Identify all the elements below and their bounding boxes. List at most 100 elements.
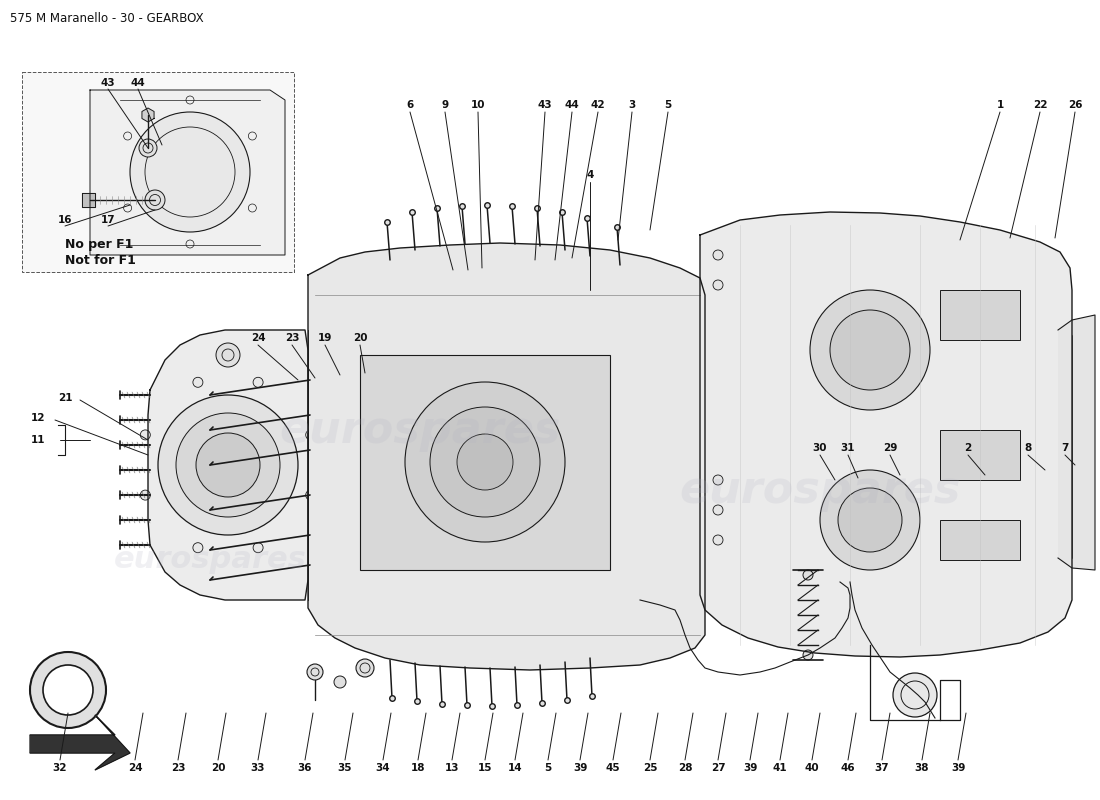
Text: 5: 5: [544, 763, 551, 773]
Text: 4: 4: [586, 170, 594, 180]
Text: 30: 30: [813, 443, 827, 453]
Text: 575 M Maranello - 30 - GEARBOX: 575 M Maranello - 30 - GEARBOX: [10, 12, 204, 25]
Polygon shape: [30, 715, 130, 770]
Circle shape: [139, 139, 157, 157]
Circle shape: [713, 505, 723, 515]
Text: 32: 32: [53, 763, 67, 773]
Text: 45: 45: [606, 763, 620, 773]
Text: 12: 12: [31, 413, 45, 423]
Text: 21: 21: [57, 393, 73, 403]
Circle shape: [306, 430, 316, 440]
Text: 29: 29: [883, 443, 898, 453]
Circle shape: [713, 475, 723, 485]
Circle shape: [838, 488, 902, 552]
Text: 41: 41: [772, 763, 788, 773]
Polygon shape: [142, 108, 154, 122]
Text: 28: 28: [678, 763, 692, 773]
Circle shape: [196, 433, 260, 497]
Polygon shape: [90, 90, 285, 255]
Text: 9: 9: [441, 100, 449, 110]
Circle shape: [356, 659, 374, 677]
Circle shape: [334, 676, 346, 688]
Text: 5: 5: [664, 100, 672, 110]
Text: 24: 24: [251, 333, 265, 343]
Text: 40: 40: [805, 763, 820, 773]
Text: 36: 36: [298, 763, 312, 773]
Text: 43: 43: [538, 100, 552, 110]
Text: 35: 35: [338, 763, 352, 773]
Circle shape: [810, 290, 930, 410]
Circle shape: [253, 378, 263, 387]
Bar: [360, 355, 610, 570]
Circle shape: [192, 542, 202, 553]
Text: 22: 22: [1033, 100, 1047, 110]
Text: 8: 8: [1024, 443, 1032, 453]
Circle shape: [30, 652, 106, 728]
Text: 13: 13: [444, 763, 460, 773]
Text: 37: 37: [874, 763, 889, 773]
Text: 7: 7: [1062, 443, 1069, 453]
Polygon shape: [148, 330, 308, 600]
Circle shape: [253, 542, 263, 553]
Text: eurospares: eurospares: [680, 469, 960, 511]
Circle shape: [803, 650, 813, 660]
Text: eurospares: eurospares: [113, 546, 307, 574]
Text: 1: 1: [997, 100, 1003, 110]
Circle shape: [430, 407, 540, 517]
Text: 26: 26: [1068, 100, 1082, 110]
Circle shape: [192, 378, 202, 387]
Circle shape: [141, 430, 151, 440]
Text: 11: 11: [31, 435, 45, 445]
Polygon shape: [82, 193, 95, 207]
Text: 43: 43: [101, 78, 116, 88]
Text: 44: 44: [564, 100, 580, 110]
Text: 23: 23: [285, 333, 299, 343]
Circle shape: [130, 112, 250, 232]
Bar: [940, 290, 1020, 340]
Polygon shape: [700, 212, 1072, 657]
Circle shape: [820, 470, 920, 570]
Circle shape: [713, 280, 723, 290]
Text: eurospares: eurospares: [279, 409, 561, 451]
Circle shape: [830, 310, 910, 390]
Text: 34: 34: [376, 763, 390, 773]
Text: 38: 38: [915, 763, 930, 773]
Text: 19: 19: [318, 333, 332, 343]
Circle shape: [145, 190, 165, 210]
Text: 23: 23: [170, 763, 185, 773]
Circle shape: [803, 570, 813, 580]
Text: 33: 33: [251, 763, 265, 773]
Bar: [22, 72, 294, 272]
Text: 2: 2: [965, 443, 971, 453]
Text: 44: 44: [131, 78, 145, 88]
Circle shape: [216, 343, 240, 367]
Bar: [940, 430, 1020, 480]
Polygon shape: [1058, 315, 1094, 570]
Text: No per F1: No per F1: [65, 238, 133, 251]
Circle shape: [405, 382, 565, 542]
Text: 10: 10: [471, 100, 485, 110]
Circle shape: [158, 395, 298, 535]
Text: Not for F1: Not for F1: [65, 254, 136, 267]
Text: 42: 42: [591, 100, 605, 110]
Circle shape: [306, 490, 316, 500]
Text: 39: 39: [573, 763, 587, 773]
Text: 20: 20: [211, 763, 226, 773]
Text: 6: 6: [406, 100, 414, 110]
Bar: [940, 520, 1020, 560]
Text: 3: 3: [628, 100, 636, 110]
Text: 24: 24: [128, 763, 142, 773]
Text: 14: 14: [508, 763, 522, 773]
Circle shape: [307, 664, 323, 680]
Text: 20: 20: [353, 333, 367, 343]
Circle shape: [456, 434, 513, 490]
Circle shape: [176, 413, 280, 517]
Text: 39: 39: [950, 763, 965, 773]
Text: 27: 27: [711, 763, 725, 773]
Text: 25: 25: [642, 763, 658, 773]
Text: 15: 15: [477, 763, 493, 773]
Text: 18: 18: [410, 763, 426, 773]
Text: 31: 31: [840, 443, 856, 453]
Circle shape: [713, 250, 723, 260]
Circle shape: [713, 535, 723, 545]
